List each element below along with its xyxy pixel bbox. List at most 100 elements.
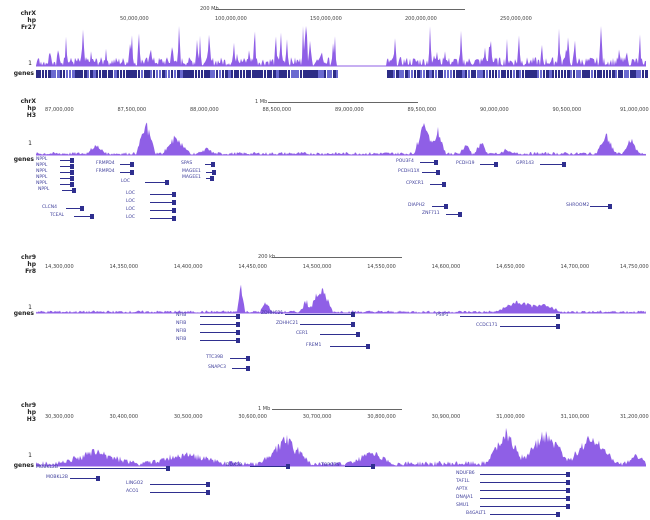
gene-block (276, 70, 279, 78)
ruler-tick-label: 50,000,000 (120, 16, 149, 22)
gene-model (300, 324, 355, 325)
gene-model (490, 514, 560, 515)
signal-area (36, 284, 646, 313)
gene-block (582, 70, 585, 78)
chrom-label: chrX (20, 10, 36, 17)
gene-block (453, 70, 455, 78)
gene-block (405, 70, 408, 78)
gene-block (333, 70, 336, 78)
panel-side-labels: chr9 hp Fr8 (0, 254, 36, 275)
gene-block (321, 70, 324, 78)
gene-block (42, 70, 44, 78)
gene-block (627, 70, 629, 78)
gene-block (615, 70, 617, 78)
gene-block (525, 70, 528, 78)
gene-exon (130, 162, 134, 167)
gene-model (480, 482, 570, 483)
gene-block (105, 70, 107, 78)
gene-block (150, 70, 152, 78)
gene-model (330, 346, 370, 347)
gene-block (303, 70, 306, 78)
gene-model (285, 314, 355, 315)
gene-label: FRMPD4 (96, 169, 115, 174)
gene-block (621, 70, 623, 78)
genes-track-label: genes (13, 462, 34, 469)
gene-model (60, 178, 74, 179)
gene-label: MOBKL2B (36, 465, 58, 470)
gene-block (534, 70, 537, 78)
gene-block (423, 70, 425, 78)
gene-model (480, 498, 570, 499)
gene-exon (166, 466, 170, 471)
gene-block (450, 70, 452, 78)
gene-label: ZDHHC21 (261, 311, 284, 316)
gene-block (126, 70, 129, 78)
ruler-tick-label: 14,450,000 (238, 264, 267, 270)
y-axis-top: 1 (28, 304, 32, 311)
gene-model (150, 492, 210, 493)
gene-block (402, 70, 404, 78)
gene-block (612, 70, 615, 78)
gene-block (237, 70, 239, 78)
gene-block (465, 70, 467, 78)
gene-block (516, 70, 519, 78)
gene-label: SHROOM2 (566, 203, 590, 208)
gene-block (165, 70, 167, 78)
gene-block (186, 70, 189, 78)
gene-label: PCDH19 (456, 161, 475, 166)
gene-block (72, 70, 75, 78)
gene-exon (566, 472, 570, 477)
gene-exon (70, 176, 74, 181)
gene-exon (211, 162, 215, 167)
gene-block (576, 70, 579, 78)
scale-bar (272, 257, 402, 258)
gene-block (207, 70, 210, 78)
gene-block (441, 70, 443, 78)
gene-model (66, 208, 84, 209)
gene-block (558, 70, 560, 78)
gene-block (141, 70, 143, 78)
signal-track (36, 122, 646, 156)
gene-block (531, 70, 534, 78)
gene-block (111, 70, 113, 78)
gene-block (543, 70, 545, 78)
gene-block (291, 70, 294, 78)
gene-label: PSIP1 (436, 313, 449, 318)
gene-exon (286, 464, 290, 469)
gene-label: DDX58 (226, 463, 242, 468)
gene-block (480, 70, 483, 78)
chrom-label: chrX (20, 98, 36, 105)
gene-model (480, 474, 570, 475)
gene-label: SMU1 (456, 503, 469, 508)
gene-exon (130, 170, 134, 175)
gene-block (603, 70, 605, 78)
gene-block (90, 70, 93, 78)
gene-model (150, 202, 176, 203)
gene-exon (566, 480, 570, 485)
gene-model (120, 164, 134, 165)
gene-block (624, 70, 627, 78)
scale-bar-label: 200 Mb (200, 6, 219, 12)
gene-block (219, 70, 221, 78)
gene-block (264, 70, 266, 78)
scale-bar (272, 409, 402, 410)
gene-exon (556, 324, 560, 329)
gene-label: CCDC171 (476, 323, 498, 328)
gene-block (273, 70, 276, 78)
gene-label: MAGEE1 (182, 175, 201, 180)
genes-track-label: genes (13, 156, 34, 163)
signal-track (36, 284, 646, 314)
gene-model (320, 334, 360, 335)
track-panel-2: chrX hp H3 1 genes 1 Mb 87,000,000 87,500… (0, 96, 650, 246)
ruler-tick-label: 31,000,000 (496, 414, 525, 420)
gene-label: B4GALT1 (466, 511, 487, 516)
gene-exon (172, 216, 176, 221)
gene-block (435, 70, 437, 78)
gene-block (282, 70, 285, 78)
gene-block (108, 70, 111, 78)
ruler-tick-label: 90,500,000 (552, 107, 582, 113)
sample-label: H3 (26, 112, 36, 119)
track-label: hp (27, 105, 36, 112)
gene-exon (70, 170, 74, 175)
panel-side-labels: chrX hp Fr27 (0, 10, 36, 31)
